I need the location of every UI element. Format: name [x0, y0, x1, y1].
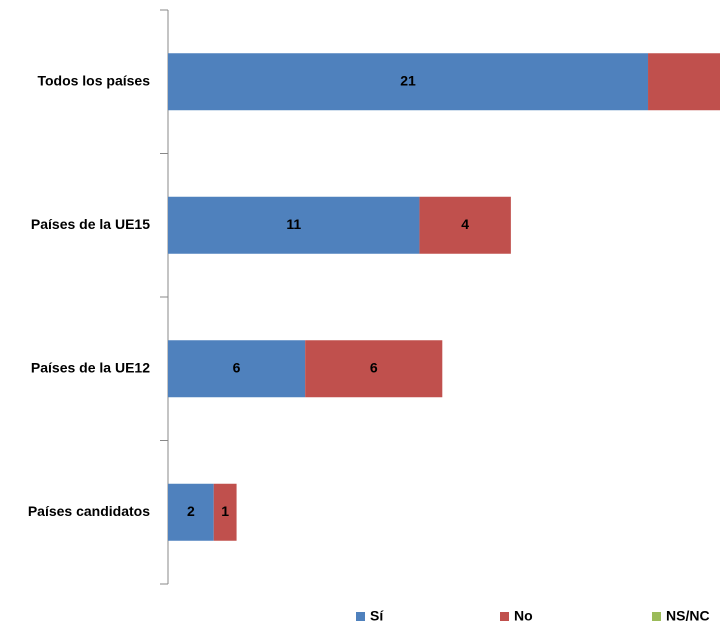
y-tick-label: Países de la UE12 — [31, 359, 150, 375]
y-tick-label: Países de la UE15 — [31, 216, 150, 232]
legend-swatch — [356, 612, 365, 621]
legend-swatch — [652, 612, 661, 621]
bar-segment — [648, 53, 720, 111]
bar-segment — [168, 53, 649, 111]
data-label: 2 — [187, 503, 195, 519]
legend-swatch — [500, 612, 509, 621]
bar-segment — [305, 340, 443, 398]
legend-label: Sí — [370, 608, 384, 624]
data-label: 6 — [233, 359, 241, 375]
legend-label: No — [514, 608, 533, 624]
data-label: 1 — [221, 503, 229, 519]
y-tick-label: Todos los países — [37, 72, 150, 88]
bar-segment — [168, 340, 306, 398]
bar-segment — [168, 483, 214, 541]
legend-label: NS/NC — [666, 608, 710, 624]
data-label: 11 — [286, 216, 301, 232]
data-label: 21 — [400, 72, 416, 88]
y-tick-label: Países candidatos — [28, 503, 150, 519]
bar-segment — [213, 483, 237, 541]
bar-segment — [168, 196, 420, 254]
bar-segment — [419, 196, 511, 254]
data-label: 6 — [370, 359, 378, 375]
data-label: 4 — [461, 216, 469, 232]
